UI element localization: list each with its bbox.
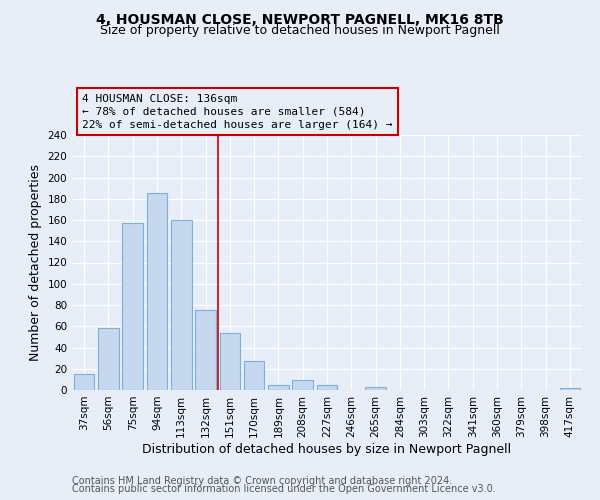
Text: 4, HOUSMAN CLOSE, NEWPORT PAGNELL, MK16 8TB: 4, HOUSMAN CLOSE, NEWPORT PAGNELL, MK16 … — [96, 12, 504, 26]
Bar — [122, 223, 143, 390]
Text: 4 HOUSMAN CLOSE: 136sqm
← 78% of detached houses are smaller (584)
22% of semi-d: 4 HOUSMAN CLOSE: 136sqm ← 78% of detache… — [82, 94, 392, 130]
Bar — [560, 388, 580, 390]
Bar — [74, 374, 94, 390]
Text: Size of property relative to detached houses in Newport Pagnell: Size of property relative to detached ho… — [100, 24, 500, 37]
Bar — [146, 194, 167, 390]
Bar — [292, 380, 313, 390]
Text: Contains HM Land Registry data © Crown copyright and database right 2024.: Contains HM Land Registry data © Crown c… — [72, 476, 452, 486]
Bar — [268, 384, 289, 390]
Bar — [317, 384, 337, 390]
Bar — [220, 332, 240, 390]
Bar — [171, 220, 191, 390]
Bar — [365, 387, 386, 390]
Y-axis label: Number of detached properties: Number of detached properties — [29, 164, 42, 361]
Bar — [195, 310, 216, 390]
Bar — [244, 362, 265, 390]
X-axis label: Distribution of detached houses by size in Newport Pagnell: Distribution of detached houses by size … — [142, 442, 512, 456]
Text: Contains public sector information licensed under the Open Government Licence v3: Contains public sector information licen… — [72, 484, 496, 494]
Bar — [98, 328, 119, 390]
